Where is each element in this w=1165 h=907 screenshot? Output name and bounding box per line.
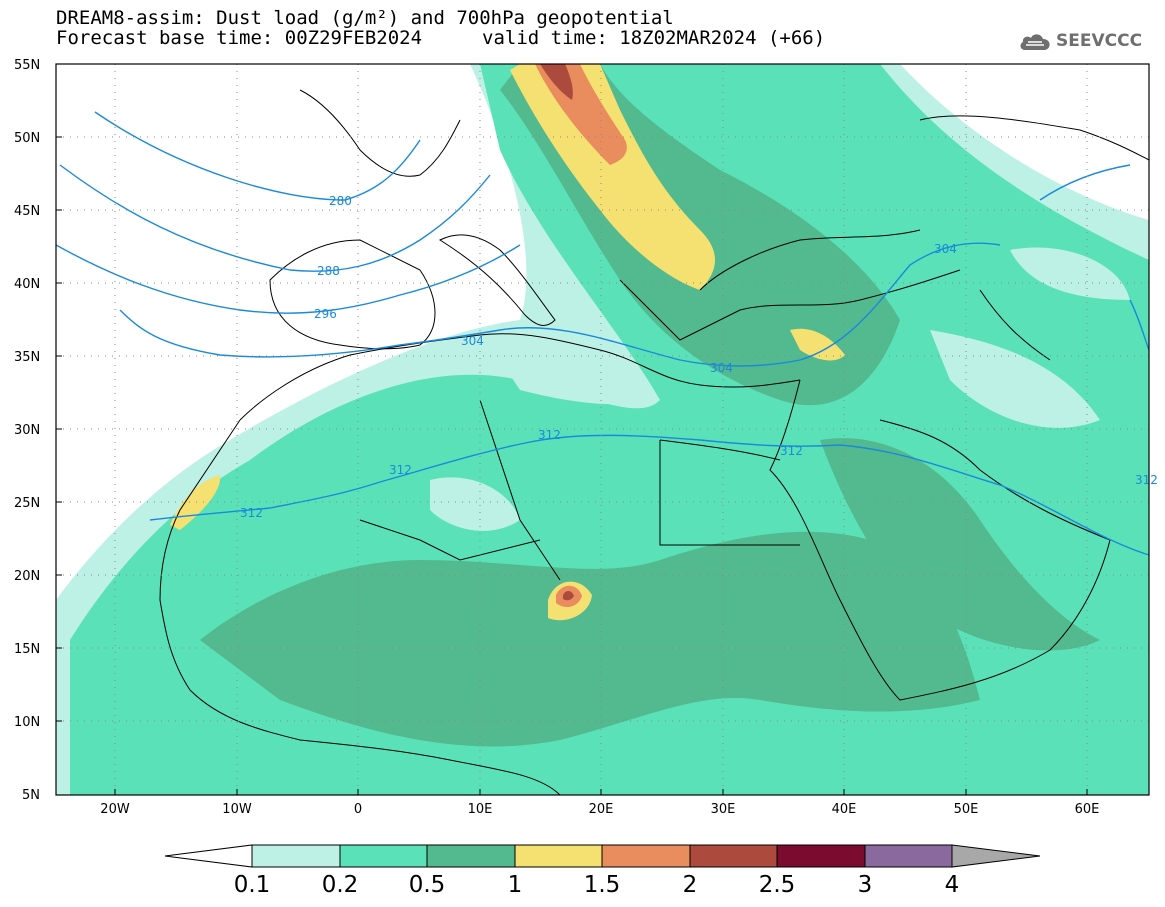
contour-label: 288	[317, 264, 340, 278]
colorbar-swatch	[339, 844, 428, 868]
contour-label: 312	[240, 506, 263, 520]
dust-shade-1	[510, 64, 715, 290]
lat-label: 30N	[14, 423, 40, 438]
dust-shade-1-levant	[790, 328, 845, 361]
map-title: DREAM8-assim: Dust load (g/m²) and 700hP…	[56, 7, 674, 29]
geopotential-contours	[56, 111, 1149, 556]
lon-label: 0	[354, 802, 362, 817]
lon-label: 30E	[711, 802, 736, 817]
lon-label: 20W	[100, 802, 130, 817]
dust-shade-0.5-arabia	[820, 438, 1100, 651]
lat-label: 45N	[14, 204, 40, 219]
contour-label: 304	[710, 361, 733, 375]
lon-label: 20E	[589, 802, 614, 817]
forecast-base-time: Forecast base time: 00Z29FEB2024	[56, 27, 423, 49]
axis-ticks	[56, 63, 1088, 795]
lat-label: 55N	[14, 58, 40, 73]
colorbar-swatch	[601, 844, 691, 868]
lat-label: 15N	[14, 642, 40, 657]
dust-shade-0.5	[200, 531, 980, 747]
grid-lines	[56, 64, 1149, 795]
logo-text: SEEVCCC	[1056, 31, 1143, 51]
contour-label: 312	[780, 444, 803, 458]
lat-label: 10N	[14, 715, 40, 730]
lon-label: 10E	[468, 802, 493, 817]
contour-label: 296	[314, 307, 337, 321]
colorbar-labels: 0.1 0.2 0.5 1 1.5 2 2.5 3 4	[234, 872, 960, 898]
latitude-labels: 55N 50N 45N 40N 35N 30N 25N 20N 15N 10N …	[14, 58, 40, 803]
contour-label: 304	[934, 242, 957, 256]
lat-label: 20N	[14, 569, 40, 584]
colorbar-label: 0.2	[322, 872, 359, 898]
colorbar-label: 0.1	[234, 872, 271, 898]
cloud-icon	[1020, 34, 1050, 50]
lon-label: 60E	[1075, 802, 1100, 817]
lon-label: 40E	[832, 802, 857, 817]
colorbar-swatch	[251, 844, 341, 868]
coastlines	[159, 89, 1149, 795]
longitude-labels: 20W 10W 0 10E 20E 30E 40E 50E 60E	[100, 802, 1099, 817]
valid-time: valid time: 18Z02MAR2024 (+66)	[482, 27, 826, 49]
lat-label: 5N	[22, 788, 40, 803]
colorbar-swatch	[426, 844, 516, 868]
colorbar-swatch	[864, 844, 953, 868]
lon-label: 50E	[954, 802, 979, 817]
contour-label: 312	[1135, 473, 1158, 487]
colorbar-label: 1.5	[584, 872, 621, 898]
colorbar-label: 3	[858, 872, 873, 898]
colorbar-label: 0.5	[409, 872, 446, 898]
colorbar-swatch	[514, 844, 603, 868]
colorbar-label: 4	[945, 872, 960, 898]
dust-shade-0.1-hole	[430, 247, 1130, 531]
contour-label: 280	[329, 194, 352, 208]
contour-label: 312	[389, 463, 412, 477]
colorbar-label: 2.5	[759, 872, 796, 898]
lat-label: 40N	[14, 277, 40, 292]
contour-label: 312	[538, 428, 561, 442]
colorbar-swatch	[776, 844, 866, 868]
contour-labels: 280 288 296 304 304 304 312 312 312 312 …	[240, 194, 1158, 520]
lat-label: 35N	[14, 350, 40, 365]
seevccc-logo: SEEVCCC	[1018, 26, 1142, 56]
lon-label: 10W	[222, 802, 252, 817]
colorbar-label: 1	[508, 872, 523, 898]
colorbar-label: 2	[683, 872, 698, 898]
colorbar	[164, 844, 1041, 868]
colorbar-low-arrow	[164, 844, 253, 868]
lat-label: 50N	[14, 131, 40, 146]
lat-label: 25N	[14, 496, 40, 511]
colorbar-swatch	[689, 844, 778, 868]
colorbar-high-arrow	[951, 844, 1041, 868]
contour-label: 304	[461, 334, 484, 348]
